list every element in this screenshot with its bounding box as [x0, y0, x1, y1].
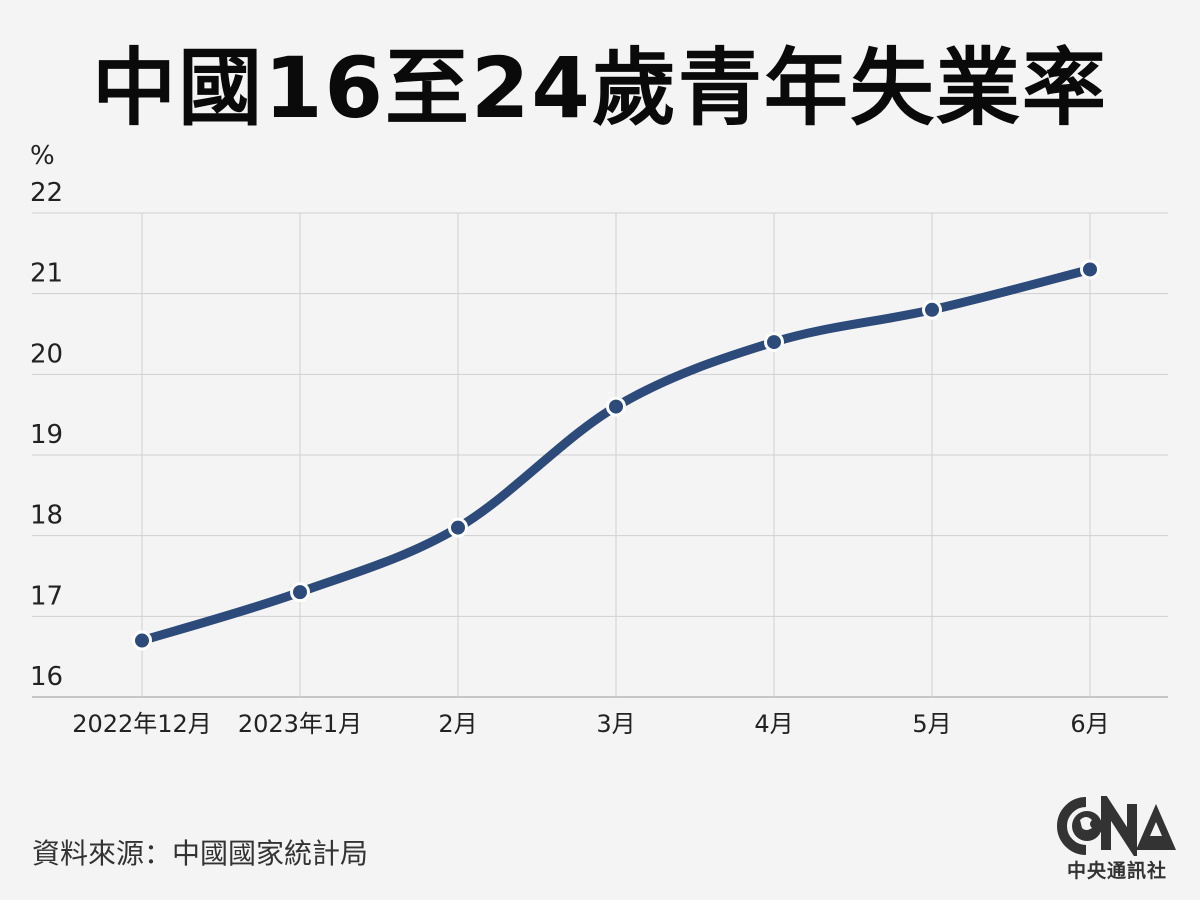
data-point — [132, 630, 152, 651]
logo-name: 中央通訊社 — [1066, 860, 1167, 882]
y-tick-label: 22 — [30, 178, 63, 208]
x-tick-label: 2023年1月 — [238, 710, 362, 738]
y-tick-label: 20 — [30, 339, 63, 369]
y-tick-label: 21 — [30, 259, 63, 289]
data-point — [606, 396, 626, 417]
y-tick-label: 19 — [30, 420, 63, 450]
cna-logo-mark — [1057, 787, 1176, 861]
logo-letter-n — [1101, 787, 1137, 861]
logo-letter-c — [1057, 797, 1087, 855]
y-tick-label: 16 — [30, 662, 63, 692]
data-point — [764, 332, 784, 353]
cna-logo: 中央通訊社 — [1056, 787, 1178, 886]
y-axis-label: % — [30, 141, 55, 171]
data-point — [1080, 259, 1100, 280]
x-tick-label: 6月 — [1070, 710, 1109, 738]
chart-title: 中國16至24歲青年失業率 — [92, 39, 1108, 137]
x-tick-label: 2022年12月 — [72, 710, 212, 738]
y-tick-label: 17 — [30, 581, 63, 611]
data-point — [290, 582, 310, 603]
y-tick-label: 18 — [30, 501, 63, 531]
axes: 16 17 18 19 20 21 22% 2022年12月 2023年1月 2月 3月 4月 5月 6月 — [30, 141, 1110, 738]
x-tick-label: 2月 — [438, 710, 477, 738]
x-tick-label: 4月 — [754, 710, 793, 738]
data-point — [922, 299, 942, 320]
grid — [32, 212, 1168, 698]
source-note: 資料來源：中國國家統計局 — [32, 837, 369, 870]
data-point — [448, 517, 468, 538]
x-tick-label: 3月 — [596, 710, 635, 738]
x-tick-label: 5月 — [912, 710, 951, 738]
series — [132, 259, 1100, 651]
